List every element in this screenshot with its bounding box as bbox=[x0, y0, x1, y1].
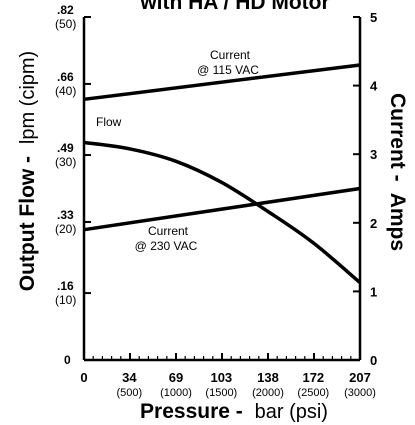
y-right-tick-label: 3 bbox=[370, 147, 377, 162]
y-left-axis-title: Output Flow - lpm (cipm) bbox=[16, 51, 39, 291]
x-axis-title: Pressure - bar (psi) bbox=[140, 400, 328, 423]
y-left-tick-sublabel: (30) bbox=[55, 155, 76, 169]
y-left-tick-label: .66 bbox=[57, 70, 74, 84]
current-115-label-line1: Current bbox=[210, 48, 251, 62]
y-left-tick-sublabel: (40) bbox=[55, 84, 76, 98]
x-tick-sublabel: (1500) bbox=[205, 387, 237, 399]
x-tick-label: 138 bbox=[257, 370, 279, 385]
series-line-2 bbox=[83, 186, 361, 232]
x-tick-label: 172 bbox=[302, 370, 324, 385]
y-left-tick-sublabel: (10) bbox=[55, 293, 76, 307]
flow-curve-label: Flow bbox=[96, 115, 122, 129]
x-tick-sublabel: (500) bbox=[116, 387, 142, 399]
x-tick-sublabel: (2000) bbox=[252, 387, 284, 399]
y-left-tick-sublabel: (50) bbox=[55, 17, 76, 31]
x-tick-label: 103 bbox=[210, 370, 232, 385]
x-axis-title-bold: Pressure - bbox=[140, 400, 243, 423]
series-line-1 bbox=[83, 63, 361, 102]
current-115-label-line2: @ 115 VAC bbox=[197, 63, 259, 77]
series-line-0 bbox=[83, 140, 362, 284]
x-axis-title-light: bar (psi) bbox=[255, 401, 328, 423]
x-tick-sublabel: (1000) bbox=[160, 387, 192, 399]
current-230-label-line1: Current bbox=[148, 224, 189, 238]
y-left-axis-title-bold: Output Flow - bbox=[16, 156, 39, 291]
y-right-tick-label: 5 bbox=[370, 10, 377, 25]
y-left-axis-title-light: lpm (cipm) bbox=[17, 51, 39, 144]
x-tick-sublabel: (3000) bbox=[344, 387, 376, 399]
x-tick-label: 0 bbox=[80, 370, 87, 385]
y-right-tick-label: 4 bbox=[370, 79, 378, 94]
y-left-tick-label: .49 bbox=[57, 141, 74, 155]
x-tick-label: 207 bbox=[349, 370, 371, 385]
y-left-tick-label: .33 bbox=[57, 208, 74, 222]
y-right-tick-label: 1 bbox=[370, 284, 377, 299]
x-tick-label: 69 bbox=[169, 370, 183, 385]
y-right-axis-title-bold: Current - bbox=[386, 93, 409, 182]
current-230-label-line2: @ 230 VAC bbox=[135, 239, 198, 253]
x-tick-sublabel: (2500) bbox=[297, 387, 329, 399]
y-right-tick-label: 2 bbox=[370, 216, 377, 231]
y-right-tick-label: 0 bbox=[370, 353, 377, 368]
series-lines bbox=[83, 63, 362, 284]
y-left-tick-label: .16 bbox=[57, 279, 74, 293]
y-right-axis-title: Current - Amps bbox=[386, 93, 409, 251]
chart-title: with HA / HD Motor bbox=[139, 0, 329, 14]
y-left-tick-sublabel: (20) bbox=[55, 222, 76, 236]
x-tick-label: 34 bbox=[122, 370, 137, 385]
y-right-axis-title-light: Amps bbox=[386, 193, 409, 251]
tick-labels: 0 34(500)69(1000)103(1500)138(2000)172(25… bbox=[55, 3, 378, 399]
tick-marks bbox=[83, 16, 361, 361]
y-left-tick-label: .82 bbox=[57, 3, 74, 17]
y-left-tick-label: 0 bbox=[64, 353, 71, 367]
